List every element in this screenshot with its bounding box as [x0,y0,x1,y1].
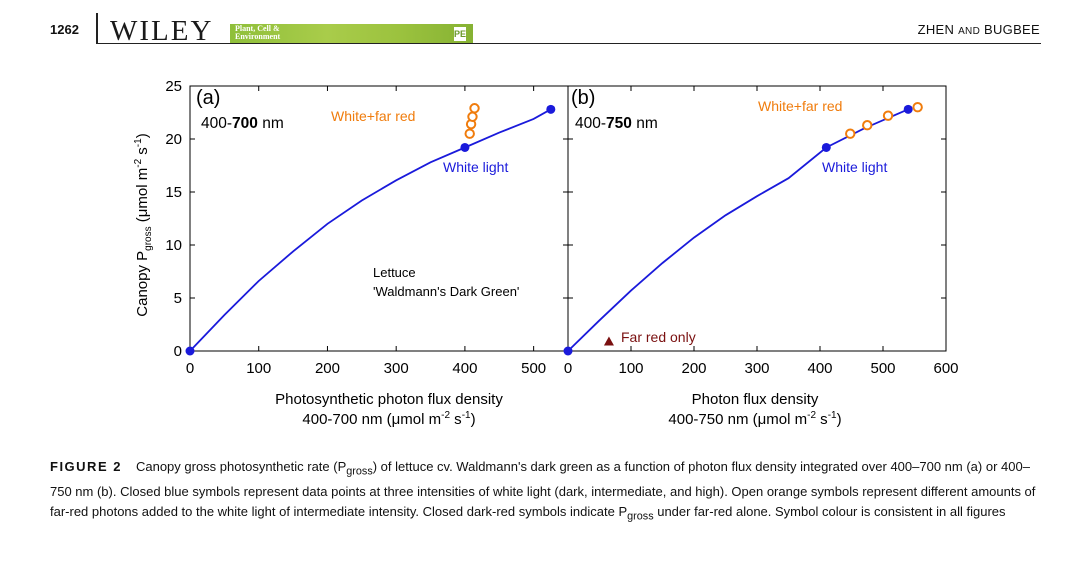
panel-a-x-tick-label: 500 [521,360,546,377]
panel-b-far-red-point [603,336,614,346]
journal-badge: PE [454,27,467,41]
panel-b-white-far-red-point [912,102,923,113]
panel-a-x-tick-label: 100 [246,360,271,377]
panel-b-x-tick-label: 500 [870,360,895,377]
panel-b: 0 100 200 300 400 500 600 [563,85,959,377]
panel-a-x-tick-label: 300 [384,360,409,377]
panel-b-x-axis-units: 400-750 nm (μmol m-2 s-1) [668,410,841,428]
panel-a-x-tick-label: 200 [315,360,340,377]
panel-a-fit-curve [189,108,552,352]
panel-a-white-light-point [546,104,556,114]
panel-a-y-tick-label: 20 [165,131,182,148]
panel-a-y-tick-label: 25 [165,78,182,95]
header-divider [96,13,98,43]
panel-a-x-tick-label: 400 [452,360,477,377]
panel-b-range: 400-750 nm [575,115,658,132]
panel-a-white-label: White light [443,159,508,175]
figure-caption: FIGURE 2 Canopy gross photosynthetic rate… [50,459,1036,523]
panel-b-white-far-red-point [882,110,894,121]
y-axis-label: Canopy Pgross (μmol m-2 s-1) [133,133,154,316]
journal-name: Plant, Cell & Environment [235,24,281,41]
panel-b-fit-curve [567,108,909,352]
panel-b-white-far-red-point [862,120,873,131]
panel-b-far-red-label: Far red only [621,329,696,345]
panel-a-x-tick-label: 0 [186,360,194,377]
header-rule [96,43,1041,44]
panel-a-white-far-red-point [467,111,478,122]
page-header: 1262 WILEY Plant, Cell & Environment PE … [0,0,1080,50]
panel-a-range: 400-700 nm [201,115,284,132]
panel-a-cultivar: 'Waldmann's Dark Green' [373,284,519,299]
panel-a-white-light-point [185,346,195,356]
panel-b-x-tick-label: 600 [933,360,958,377]
panel-b-x-tick-label: 200 [681,360,706,377]
panel-b-x-tick-label: 0 [564,360,572,377]
figure-label: FIGURE 2 [50,459,122,474]
panel-a-x-axis-units: 400-700 nm (μmol m-2 s-1) [302,410,475,428]
panel-b-white-far-red-point [845,128,856,139]
panel-a-y-tick-label: 15 [165,184,182,201]
panel-a-label: (a) [196,87,220,109]
panel-a-x-axis-label: Photosynthetic photon flux density [275,391,503,408]
panel-b-x-tick-label: 400 [807,360,832,377]
page-number: 1262 [50,22,79,37]
publisher-logo: WILEY [110,15,214,47]
panel-a-y-tick-label: 5 [174,290,182,307]
panel-a-species: Lettuce [373,265,416,280]
panel-a-wfr-label: White+far red [331,108,415,124]
panel-b-white-light-point [903,104,913,114]
panel-a-y-tick-label: 10 [165,237,182,254]
panel-b-x-axis-label: Photon flux density [692,391,819,408]
panel-a-white-far-red-point [464,128,475,139]
panel-b-label: (b) [571,87,595,109]
panel-b-white-light-point [563,346,573,356]
panel-b-x-tick-label: 100 [618,360,643,377]
panel-b-wfr-label: White+far red [758,98,842,114]
figure-2: 0 100 200 300 400 500 0 5 10 15 20 25 0 100 200 300 400… [133,78,959,428]
panel-a-white-far-red-point [469,103,480,114]
panel-b-white-light-point [821,142,831,152]
panel-a-white-light-point [460,142,470,152]
journal-banner: Plant, Cell & Environment PE [230,24,473,44]
panel-b-white-label: White light [822,159,887,175]
panel-b-x-tick-label: 300 [744,360,769,377]
panel-a-y-tick-label: 0 [174,343,182,360]
running-authors: ZHEN AND BUGBEE [917,22,1040,37]
